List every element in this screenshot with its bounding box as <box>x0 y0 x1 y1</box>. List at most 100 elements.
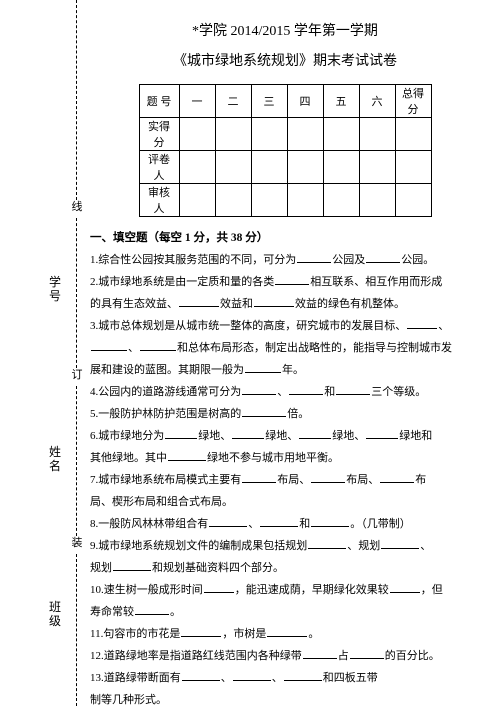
q-text: 、 <box>248 518 259 530</box>
score-cell <box>395 151 431 184</box>
fill-blank <box>254 296 294 307</box>
fill-blank <box>297 252 331 263</box>
q-text: 和总体布局形态，制定出战略性的，能指导与控制城市发 <box>177 342 452 354</box>
fill-blank <box>299 428 331 439</box>
score-cell <box>215 151 251 184</box>
score-cell <box>251 118 287 151</box>
fill-blank <box>380 472 414 483</box>
q-text: 、 <box>277 386 288 398</box>
fill-blank <box>233 670 271 681</box>
q-text: 绿地、 <box>332 430 365 442</box>
fill-blank <box>366 428 398 439</box>
fill-blank <box>209 516 247 527</box>
row-label: 实得分 <box>139 118 179 151</box>
q-text: 公园及 <box>332 254 365 266</box>
score-cell <box>179 184 215 217</box>
fill-blank <box>381 538 419 549</box>
section-heading: 一、填空题（每空 1 分，共 38 分） <box>90 229 480 245</box>
q-text: 、 <box>272 672 283 684</box>
q-text: 的百分比。 <box>385 650 440 662</box>
fill-blank <box>245 362 281 373</box>
title-line-2: 《城市绿地系统规划》期末考试试卷 <box>90 50 480 70</box>
side-label-banji: 班级 <box>48 600 62 628</box>
q-text: 5.一般防护林防护范围是树高的 <box>90 408 241 420</box>
cutline-char: 装 <box>70 538 84 549</box>
fill-blank <box>303 648 337 659</box>
q-text: 。 <box>308 628 319 640</box>
q-text: 公园。 <box>401 254 434 266</box>
q-text: 绿地、 <box>198 430 231 442</box>
fill-blank <box>135 604 169 615</box>
q-text: 3.城市总体规划是从城市统一整体的高度，研究城市的发展目标、 <box>90 320 406 332</box>
q-text: 7.城市绿地系统布局模式主要有 <box>90 474 241 486</box>
fill-blank <box>311 472 345 483</box>
q-text: 寿命常较 <box>90 606 134 618</box>
fill-blank <box>165 428 197 439</box>
q-text: 9.城市绿地系统规划文件的编制成果包括规划 <box>90 540 307 552</box>
score-cell <box>359 118 395 151</box>
q-text: 和 <box>299 518 310 530</box>
fill-blank <box>407 318 437 329</box>
col-header: 六 <box>359 85 395 118</box>
fill-blank <box>284 670 322 681</box>
fill-blank <box>181 626 221 637</box>
cutline-char: 线 <box>70 202 84 213</box>
question-body: 1.综合性公园按其服务范围的不同，可分为公园及公园。 2.城市绿地系统是由一定质… <box>90 249 480 711</box>
q-text: 三个等级。 <box>371 386 426 398</box>
score-cell <box>179 118 215 151</box>
fill-blank <box>168 450 206 461</box>
q-text: 其他绿地。其中 <box>90 452 167 464</box>
q-text: 倍。 <box>287 408 309 420</box>
q-text: 年。 <box>282 364 304 376</box>
q-text: 。 <box>170 606 181 618</box>
q-text: 、 <box>438 320 449 332</box>
fill-blank <box>260 516 298 527</box>
col-header: 总得分 <box>395 85 431 118</box>
score-cell <box>287 151 323 184</box>
title-line-1: *学院 2014/2015 学年第一学期 <box>90 20 480 40</box>
fill-blank <box>242 384 276 395</box>
q-text: 局、楔形布局和组合式布局。 <box>90 496 233 508</box>
q-text: 、 <box>221 672 232 684</box>
row-label: 评卷人 <box>139 151 179 184</box>
score-cell <box>287 118 323 151</box>
q-text: 、 <box>128 342 139 354</box>
q-text: 布局、 <box>277 474 310 486</box>
fill-blank <box>232 428 264 439</box>
q-text: 布局、 <box>346 474 379 486</box>
side-label-xingming: 姓名 <box>48 445 62 473</box>
q-text: 4.公园内的道路游线通常可分为 <box>90 386 241 398</box>
q-text: 相互联系、相互作用而形成 <box>310 276 442 288</box>
score-cell <box>215 118 251 151</box>
fill-blank <box>179 296 219 307</box>
score-cell <box>251 184 287 217</box>
fill-blank <box>204 582 234 593</box>
col-header: 三 <box>251 85 287 118</box>
fill-blank <box>336 384 370 395</box>
q-text: 11.句容市的市花是 <box>90 628 180 640</box>
q-text: 展和建设的蓝图。其期限一般为 <box>90 364 244 376</box>
q-text: ，但 <box>421 584 443 596</box>
side-label-xuehao: 学号 <box>48 275 62 303</box>
q-text: ，能迅速成荫，早期绿化效果较 <box>235 584 389 596</box>
q-text: 10.速生树一般成形时间 <box>90 584 203 596</box>
fill-blank <box>366 252 400 263</box>
col-header: 一 <box>179 85 215 118</box>
fill-blank <box>267 626 307 637</box>
col-header: 四 <box>287 85 323 118</box>
q-text: 制等几种形式。 <box>90 694 167 706</box>
q-text: 13.道路绿带断面有 <box>90 672 181 684</box>
fill-blank <box>311 516 349 527</box>
score-cell <box>359 151 395 184</box>
q-text: 效益和 <box>220 298 253 310</box>
q-text: 和 <box>324 386 335 398</box>
fill-blank <box>242 406 286 417</box>
q-text: 和规划基础资料四个部分。 <box>152 562 284 574</box>
fill-blank <box>140 340 176 351</box>
page-content: *学院 2014/2015 学年第一学期 《城市绿地系统规划》期末考试试卷 题 … <box>90 20 480 711</box>
fill-blank <box>308 538 346 549</box>
fill-blank <box>182 670 220 681</box>
fill-blank <box>113 560 151 571</box>
fill-blank <box>350 648 384 659</box>
fill-blank <box>275 274 309 285</box>
